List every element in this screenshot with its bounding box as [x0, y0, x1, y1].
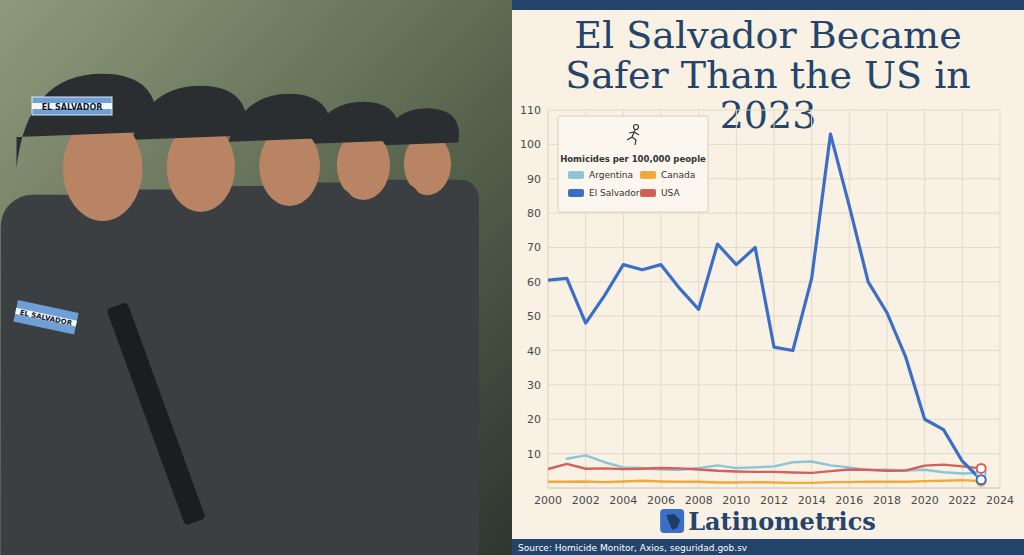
brand-icon-map	[666, 514, 680, 530]
legend: Homicides per 100,000 people Argentina Can…	[558, 116, 708, 212]
source: Source: Homicide Monitor, Axios, segurid…	[518, 543, 748, 553]
x-tick-label: 2012	[760, 494, 788, 507]
legend-label: Argentina	[589, 170, 633, 180]
y-tick-label: 30	[527, 379, 541, 392]
y-tick-label: 110	[520, 104, 541, 117]
y-axis	[548, 110, 549, 488]
y-tick-label: 20	[527, 413, 541, 426]
grid-line	[849, 110, 850, 488]
x-tick-label: 2000	[534, 494, 562, 507]
series-line	[548, 464, 981, 473]
legend-label: Canada	[661, 170, 695, 180]
arm-patch	[13, 300, 78, 334]
legend-label: El Salvador	[589, 188, 640, 198]
rifle	[106, 302, 205, 526]
brand: Latinometrics	[660, 507, 876, 536]
helmet	[17, 74, 157, 169]
end-marker	[977, 475, 986, 484]
footer-bar	[512, 539, 1024, 555]
x-tick-label: 2004	[609, 494, 637, 507]
legend-swatch	[568, 189, 584, 197]
x-axis	[548, 488, 1000, 489]
runner-icon	[627, 125, 639, 146]
x-tick-label: 2022	[948, 494, 976, 507]
x-tick-label: 2020	[911, 494, 939, 507]
legend-swatch	[568, 171, 584, 179]
icon-body	[627, 130, 639, 145]
y-tick-label: 50	[527, 310, 541, 323]
title-line: 2023	[720, 93, 817, 137]
grid-line	[924, 110, 925, 488]
brand-text: Latinometrics	[688, 507, 876, 536]
canvas: EL SALVADOR EL SALVADOR El Salvador Became…	[0, 0, 1024, 555]
x-tick-label: 2006	[647, 494, 675, 507]
y-tick-label: 60	[527, 276, 541, 289]
soldier: EL SALVADOR EL SALVADOR	[1, 74, 206, 555]
y-tick-label: 10	[527, 448, 541, 461]
grid-line	[962, 110, 963, 488]
grid-line	[736, 110, 737, 488]
title-line: Safer Than the US in	[565, 53, 971, 97]
x-tick-label: 2002	[572, 494, 600, 507]
y-tick-label: 70	[527, 241, 541, 254]
grid-line	[774, 110, 775, 488]
grid-line	[811, 110, 812, 488]
patch-text: EL SALVADOR	[42, 103, 103, 112]
chart-bg	[512, 0, 1024, 555]
axes: 10 20 30 40 50 60 70 80 90 100 110 2000 2002 2004 2006…	[520, 104, 1014, 507]
photo: EL SALVADOR EL SALVADOR	[0, 0, 512, 555]
legend-title: Homicides per 100,000 people	[560, 154, 706, 164]
y-tick-label: 90	[527, 173, 541, 186]
x-tick-label: 2016	[835, 494, 863, 507]
brand-icon	[660, 509, 684, 533]
x-tick-label: 2024	[986, 494, 1014, 507]
icon-head	[634, 125, 639, 130]
grid-line	[548, 110, 549, 488]
patch	[32, 97, 112, 115]
x-tick-label: 2010	[722, 494, 750, 507]
legend-swatch	[640, 171, 656, 179]
legend-label: USA	[661, 188, 680, 198]
x-tick-label: 2014	[798, 494, 826, 507]
x-tick-label: 2008	[685, 494, 713, 507]
x-tick-label: 2018	[873, 494, 901, 507]
y-tick-label: 100	[520, 138, 541, 151]
y-tick-label: 40	[527, 345, 541, 358]
grid-line	[887, 110, 888, 488]
y-tick-label: 80	[527, 207, 541, 220]
end-marker	[977, 464, 986, 473]
series-line	[548, 480, 981, 483]
top-bar	[512, 0, 1024, 10]
grid-line	[1000, 110, 1001, 488]
legend-swatch	[640, 189, 656, 197]
patch-text: EL SALVADOR	[19, 309, 73, 328]
body	[1, 195, 190, 555]
title-line: El Salvador Became	[574, 13, 961, 57]
legend-box	[558, 116, 708, 212]
